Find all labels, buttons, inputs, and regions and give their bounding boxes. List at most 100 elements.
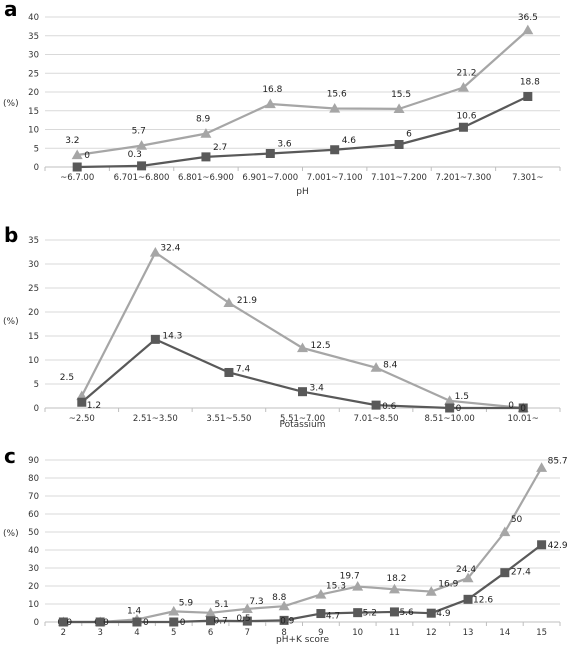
x-tick-label: 7.201~7.300: [436, 173, 492, 183]
x-axis-label: Potassium: [279, 420, 325, 430]
data-label: 0.9: [280, 616, 295, 626]
data-label: 32.4: [160, 243, 180, 253]
data-point-square: [137, 161, 147, 171]
data-label: 0: [508, 401, 514, 411]
y-tick-label: 20: [28, 308, 39, 318]
y-tick-label: 0: [34, 163, 39, 173]
data-point-square: [371, 400, 381, 410]
x-tick-label: 7: [245, 628, 250, 638]
x-tick-label: 11: [389, 628, 400, 638]
data-label: 0: [84, 151, 90, 161]
x-tick-label: 6.701~6.800: [114, 173, 170, 183]
panel-letter: a: [4, 0, 18, 21]
data-label: 16.9: [438, 580, 458, 590]
x-tick-label: 6: [208, 628, 213, 638]
data-point-triangle: [264, 98, 276, 109]
data-label: 3.6: [277, 140, 292, 150]
data-label: 1.4: [127, 606, 142, 616]
data-label: 2.5: [60, 373, 74, 383]
x-tick-label: 10: [352, 628, 363, 638]
y-tick-label: 40: [28, 13, 39, 23]
y-tick-label: 10: [28, 126, 39, 136]
panel-letter: b: [4, 223, 18, 247]
data-label: 18.2: [386, 574, 406, 584]
x-tick-label: 2: [61, 628, 66, 638]
data-point-square: [394, 140, 404, 149]
data-label: 0: [143, 618, 149, 628]
y-tick-label: 40: [28, 546, 39, 556]
data-label: 10.6: [456, 111, 476, 121]
data-point-triangle: [136, 140, 148, 150]
data-point-triangle: [241, 603, 253, 613]
data-label: 85.7: [548, 457, 567, 467]
x-tick-label: 14: [499, 628, 510, 638]
data-point-triangle: [444, 395, 456, 405]
data-point-square: [389, 607, 399, 617]
y-tick-label: 90: [28, 456, 39, 466]
data-label: 27.4: [511, 568, 531, 578]
y-tick-label: 20: [28, 582, 39, 592]
x-tick-label: 9: [318, 628, 323, 638]
data-point-square: [426, 608, 436, 618]
chart-panel-b: b 0 5 10 15 20 25 30 35 ~2.50 2.51~3.50 3.51~5.50 5.…: [3, 223, 561, 430]
x-tick-label: 10.01~: [507, 414, 538, 424]
data-label: 3.4: [310, 384, 325, 394]
y-tick-label: 15: [28, 107, 39, 117]
data-label: 5.2: [363, 609, 377, 619]
data-point-triangle: [462, 572, 474, 583]
data-point-square: [353, 608, 363, 618]
x-tick-label: 7.301~: [512, 173, 543, 183]
data-point-square: [463, 594, 473, 604]
data-point-square: [500, 568, 510, 578]
y-tick-label: 80: [28, 474, 39, 484]
data-point-triangle: [76, 390, 88, 401]
x-axis-label: pH: [296, 187, 308, 197]
data-point-triangle: [393, 103, 405, 113]
data-label: 0.7: [214, 617, 228, 627]
data-label: 5.1: [215, 600, 229, 610]
panel-letter: c: [4, 444, 16, 468]
data-point-square: [445, 403, 455, 413]
data-point-square: [169, 617, 179, 627]
data-point-square: [132, 617, 142, 627]
data-label: 0: [66, 618, 72, 628]
y-tick-label: 5: [34, 380, 39, 390]
data-label: 7.3: [249, 597, 263, 607]
series-line: [63, 543, 543, 624]
data-label: 15.5: [391, 90, 411, 100]
data-label: 5.9: [179, 598, 194, 608]
x-tick-label: 5.51~7.00: [280, 414, 325, 424]
y-tick-label: 30: [28, 260, 39, 270]
data-point-square: [458, 122, 468, 132]
data-point-triangle: [278, 600, 290, 611]
data-label: 1.2: [87, 401, 101, 411]
data-point-triangle: [71, 149, 83, 160]
data-label: 0: [103, 618, 109, 628]
y-tick-label: 20: [28, 88, 39, 98]
y-tick-label: 0: [34, 404, 39, 414]
data-label: 0.3: [128, 150, 142, 160]
x-tick-label: 3: [97, 628, 102, 638]
data-label: 0.5: [236, 614, 250, 624]
data-point-square: [95, 617, 105, 627]
y-tick-label: 30: [28, 564, 39, 574]
x-axis-label: pH+K score: [276, 635, 329, 645]
data-label: 14.3: [162, 331, 182, 341]
data-label: 4.9: [436, 609, 451, 619]
x-tick-label: 3.51~5.50: [206, 414, 251, 424]
data-label: 21.9: [237, 296, 257, 306]
data-label: 16.8: [262, 85, 282, 95]
chart-panel-a: a 0 5 10 15 20 25 30 35 40 ~6.7.00 6.701~6.800 6.801…: [3, 0, 561, 197]
data-point-triangle: [200, 128, 212, 138]
data-label: 0: [456, 404, 462, 414]
data-point-triangle: [499, 526, 511, 537]
x-tick-label: ~2.50: [69, 414, 95, 424]
data-label: 18.8: [520, 78, 540, 88]
data-point-square: [77, 397, 87, 407]
data-point-square: [518, 403, 528, 413]
x-tick-label: 15: [536, 628, 547, 638]
y-tick-label: 30: [28, 51, 39, 61]
x-tick-label: 2.51~3.50: [133, 414, 178, 424]
data-point-triangle: [457, 82, 469, 92]
